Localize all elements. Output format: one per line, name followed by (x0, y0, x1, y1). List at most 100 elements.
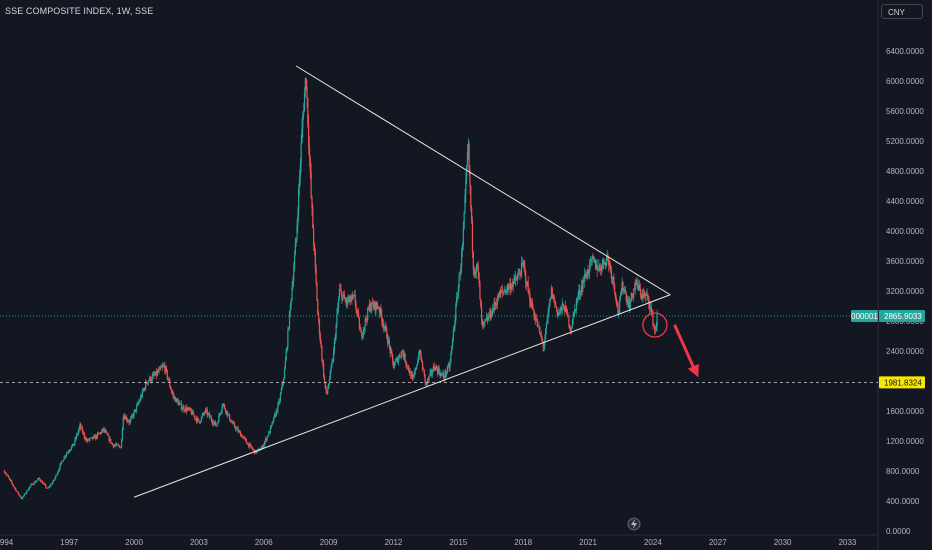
candle-body (368, 304, 370, 310)
candle-body (307, 97, 309, 125)
candle-body (118, 445, 120, 447)
candle-body (383, 327, 385, 329)
candle-body (561, 303, 563, 311)
candle-body (414, 368, 416, 374)
candle-body (74, 438, 76, 444)
candle-body (159, 367, 161, 370)
candle-body (626, 299, 628, 301)
candle-body (395, 359, 397, 362)
candle-body (208, 413, 210, 415)
candle-body (309, 157, 311, 172)
candle-body (580, 285, 582, 293)
candle-body (52, 479, 54, 483)
candle-body (76, 433, 79, 435)
candle-body (116, 444, 119, 445)
candle-body (301, 127, 303, 143)
candle-body (225, 410, 227, 413)
candle-body (588, 272, 590, 274)
candle-body (355, 303, 357, 310)
candle-body (639, 288, 642, 295)
y-tick-label: 3200.0000 (886, 287, 924, 296)
candle-body (147, 381, 149, 384)
candle-body (362, 329, 365, 335)
candle-body (170, 386, 172, 390)
candle-body (104, 428, 106, 432)
candle-body (477, 265, 479, 273)
candle-body (629, 301, 631, 309)
candle-body (571, 324, 573, 328)
candle-body (124, 416, 126, 420)
candle-body (298, 176, 301, 189)
candle-body (599, 267, 602, 271)
candle-body (142, 390, 144, 391)
y-tick-label: 4400.0000 (886, 197, 924, 206)
candle-body (495, 303, 497, 306)
x-tick-label: 2006 (255, 538, 273, 547)
candle-body (443, 377, 445, 379)
candle-body (253, 449, 255, 451)
candle-body (655, 326, 657, 331)
candle-body (634, 283, 637, 290)
candle-body (245, 439, 247, 443)
candle-body (259, 449, 262, 451)
candle-body (5, 473, 7, 475)
candle-body (597, 270, 599, 271)
candle-body (49, 485, 51, 487)
candle-body (498, 293, 500, 298)
candle-body (20, 496, 22, 499)
candle-body (356, 309, 358, 312)
candle-body (471, 207, 473, 221)
candle-body (81, 427, 84, 433)
candle-body (22, 496, 25, 497)
candle-body (344, 298, 346, 301)
candle-body (427, 379, 429, 380)
candle-body (475, 271, 477, 274)
candle-body (130, 418, 132, 422)
candle-body (215, 425, 217, 427)
candle-body (497, 293, 499, 301)
candle-body (619, 299, 621, 313)
candle-body (506, 285, 508, 290)
candle-body (210, 417, 212, 421)
y-tick-label: 1200.0000 (886, 437, 924, 446)
candle-body (644, 294, 647, 297)
candle-body (382, 323, 385, 328)
candle-body (285, 350, 287, 361)
candle-body (594, 259, 597, 269)
candle-body (326, 391, 328, 394)
candle-body (117, 444, 119, 446)
candle-body (445, 371, 447, 375)
candle-body (96, 435, 98, 438)
candle-body (567, 315, 569, 317)
candle-body (422, 369, 425, 370)
candle-body (416, 361, 419, 365)
candle-body (32, 484, 35, 486)
candle-body (251, 447, 253, 449)
candle-body (72, 444, 74, 446)
candle-body (365, 318, 367, 320)
candle-body (627, 299, 629, 307)
candle-body (325, 387, 327, 392)
candle-body (275, 410, 277, 417)
candle-body (540, 333, 542, 335)
candle-body (473, 269, 475, 275)
candle-body (566, 309, 568, 316)
candle-body (216, 423, 218, 426)
candle-body (16, 491, 18, 492)
candle-body (337, 307, 339, 314)
candle-body (54, 477, 56, 480)
candle-body (60, 462, 62, 465)
candle-body (619, 294, 622, 300)
candle-body (616, 302, 618, 304)
currency-button[interactable]: CNY (881, 4, 923, 19)
candle-body (146, 383, 148, 384)
candle-body (351, 295, 353, 300)
candle-body (152, 374, 154, 376)
candle-body (645, 294, 647, 296)
candle-body (379, 307, 381, 313)
candle-body (590, 259, 592, 261)
candle-body (392, 361, 395, 369)
candle-body (509, 283, 511, 286)
x-tick-label: 2024 (644, 538, 662, 547)
